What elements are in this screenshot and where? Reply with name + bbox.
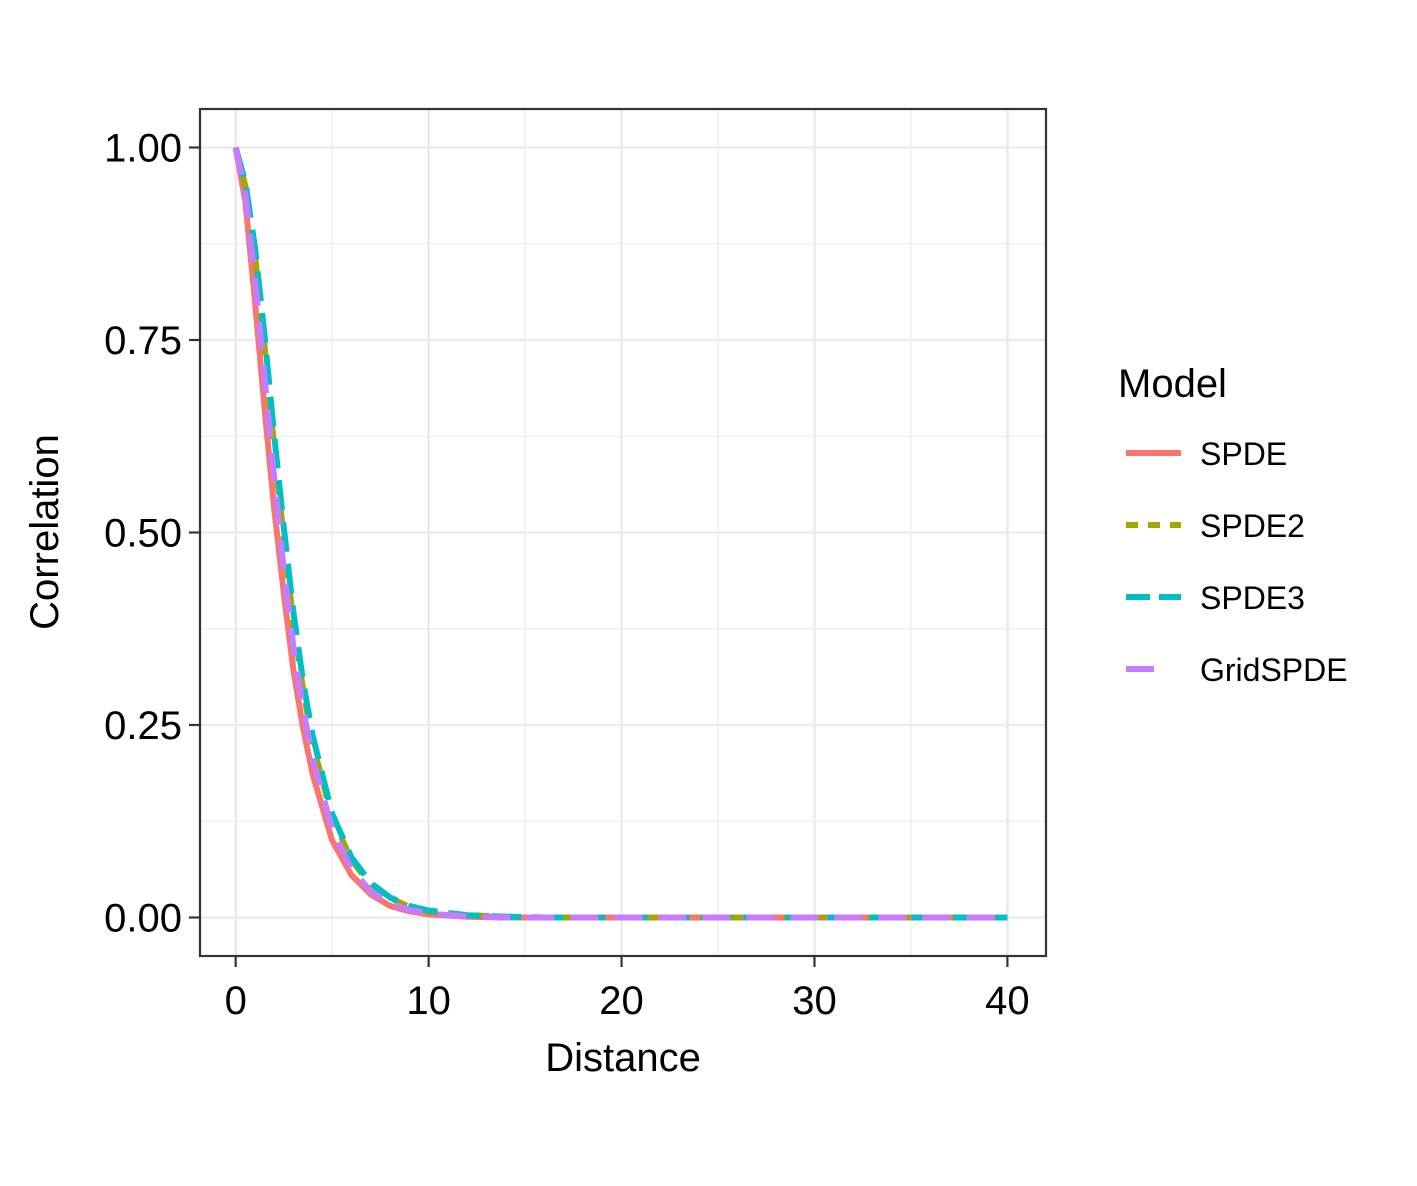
y-axis-title: Correlation bbox=[23, 434, 67, 630]
y-axis-ticks: 0.00 0.25 0.50 0.75 1.00 bbox=[104, 127, 200, 941]
y-tick-label: 0.25 bbox=[104, 704, 182, 748]
x-axis-title: Distance bbox=[545, 1036, 701, 1080]
series-line-spde3 bbox=[232, 146, 1008, 921]
legend-label-spde2: SPDE2 bbox=[1200, 508, 1305, 544]
legend-title: Model bbox=[1118, 362, 1227, 406]
series-lines bbox=[232, 146, 1008, 921]
legend: Model SPDE SPDE2 SPDE3 GridSPDE bbox=[1118, 362, 1348, 688]
legend-label-gridspde: GridSPDE bbox=[1200, 652, 1348, 688]
legend-items: SPDE SPDE2 SPDE3 GridSPDE bbox=[1126, 436, 1348, 688]
x-tick-label: 40 bbox=[985, 979, 1030, 1023]
y-tick-label: 0.75 bbox=[104, 319, 182, 363]
legend-label-spde3: SPDE3 bbox=[1200, 580, 1305, 616]
x-axis-ticks: 0 10 20 30 40 bbox=[225, 956, 1030, 1023]
series-line-spde2 bbox=[232, 146, 1008, 921]
y-tick-label: 1.00 bbox=[104, 127, 182, 171]
y-tick-label: 0.00 bbox=[104, 897, 182, 941]
y-tick-label: 0.50 bbox=[104, 512, 182, 556]
x-tick-label: 0 bbox=[225, 979, 247, 1023]
x-tick-label: 30 bbox=[792, 979, 837, 1023]
x-tick-label: 20 bbox=[599, 979, 644, 1023]
x-tick-label: 10 bbox=[406, 979, 451, 1023]
legend-label-spde: SPDE bbox=[1200, 436, 1287, 472]
series-line-gridspde bbox=[232, 146, 1008, 921]
